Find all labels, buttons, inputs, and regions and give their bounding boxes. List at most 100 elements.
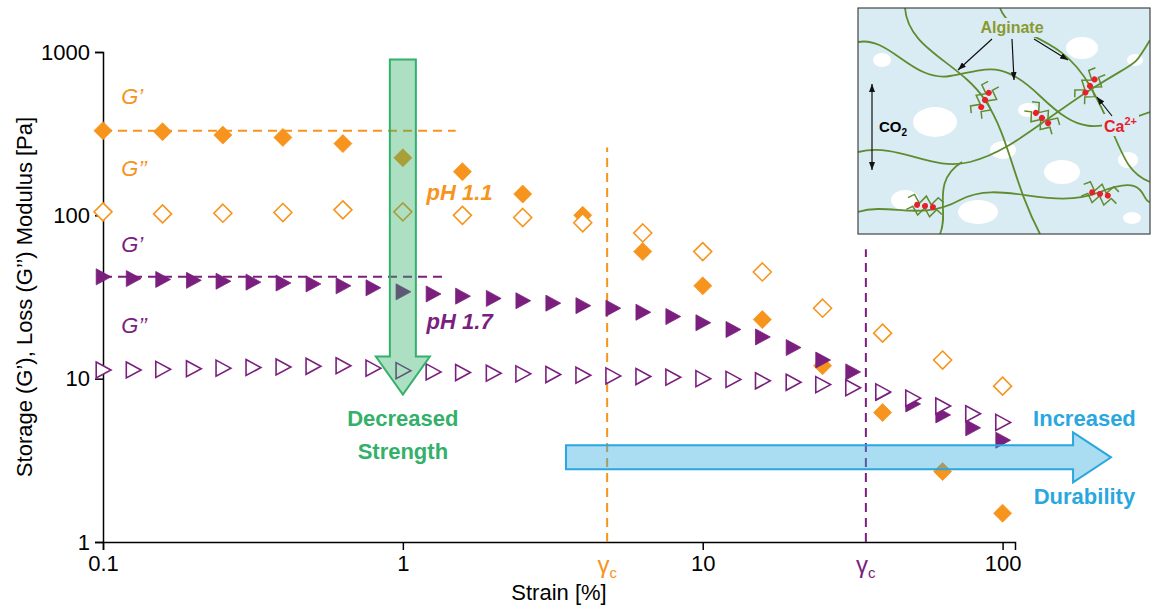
open-marker [456,365,471,381]
x-tick-label: 10 [691,551,715,576]
open-marker [934,351,952,369]
filled-marker [126,271,141,287]
open-marker [186,361,201,377]
open-marker [486,365,501,381]
calcium-label-base: Ca [1104,118,1125,135]
filled-marker [453,163,471,181]
calcium-ion [1032,109,1040,117]
chart: 0.11101001101001000Strain [%]Storage (G’… [0,0,1158,610]
calcium-leader [1097,97,1112,116]
label-patch [877,117,910,139]
open-marker [666,369,681,385]
x-tick-label: 1 [397,551,409,576]
filled-marker [306,276,321,292]
alginate-leader [1034,39,1068,60]
open-marker [156,361,171,377]
open-marker [336,358,351,374]
critical-strain-symbol: γ [597,551,609,578]
filled-marker [186,272,201,288]
critical-strain-subscript: c [868,564,876,581]
calcium-ion [1038,114,1046,122]
y-tick-label: 1000 [41,40,90,65]
bubble [1044,160,1080,184]
critical-strain-symbol: γ [856,551,868,578]
open-marker [726,371,741,387]
annotation-arrow-label: Strength [358,439,448,464]
calcium-ion [985,89,993,97]
filled-marker [246,274,261,290]
crosslink-zigzag [1081,72,1108,106]
calcium-ion [1089,189,1096,196]
annotation-arrow-label: Increased [1033,406,1136,431]
filled-marker [634,243,652,261]
bubble [873,53,891,67]
open-marker [634,224,652,242]
gas-label: CO2 [879,118,908,138]
alginate-leader [958,39,992,70]
calcium-ion [1044,119,1052,127]
crosslink-zigzag [1022,108,1055,137]
filled-marker [726,321,741,337]
x-tick: 1 [397,542,409,576]
y-tick-mark [95,52,103,54]
open-marker [366,360,381,376]
open-marker [786,374,801,390]
calcium-ion [1090,75,1098,83]
y-tick-label: 10 [66,366,90,391]
open-marker [274,204,292,222]
bubble [913,107,957,137]
annotation-arrow-text: IncreasedDurability [1033,406,1136,509]
inset-content [858,8,1150,234]
critical-strain-line [865,249,867,542]
x-tick-label: 0.1 [88,551,119,576]
filled-marker [274,128,292,146]
open-marker [126,362,141,378]
open-marker [516,366,531,382]
bubble [1118,152,1138,168]
annotation-arrow-label: Decreased [347,406,458,431]
annotation-arrow [376,59,430,394]
calcium-label: Ca2+ [1104,115,1137,135]
alginate-label: Alginate [980,19,1043,36]
y-axis: 1101001000 [41,40,103,555]
crosslink [906,194,944,219]
open-marker [816,377,831,393]
open-marker [453,206,471,224]
group-label: pH 1.7 [426,309,495,334]
filled-marker [753,311,771,329]
filled-marker [696,315,711,331]
x-axis: 0.1 1 10 100 [88,542,1021,576]
calcium-ion [914,201,921,208]
open-marker [216,360,231,376]
bubble [891,190,919,210]
open-marker [876,384,891,400]
open-marker [755,373,770,389]
alginate-chain [858,41,1150,126]
open-marker [753,263,771,281]
open-marker [636,369,651,385]
open-marker [936,398,951,414]
filled-marker [276,275,291,291]
filled-marker [216,273,231,289]
filled-marker [816,352,831,368]
open-marker [546,367,561,383]
filled-marker [606,300,621,316]
inset: Alginate Ca2+ CO2 [858,8,1150,234]
open-marker [214,204,232,222]
x-tick: 0.1 [88,542,119,576]
alginate-chain [940,162,962,234]
bubble [1123,212,1141,224]
critical-strain-label: γc [856,551,876,581]
open-marker [996,414,1011,430]
calcium-ion [1086,82,1094,90]
critical-strain-label: γc [597,551,617,581]
series-label: G’’ [121,313,148,338]
x-axis-line [104,543,1016,551]
filled-marker [154,123,172,141]
open-marker [694,243,712,261]
x-tick-label: 100 [985,551,1022,576]
open-marker [994,377,1012,395]
filled-marker [486,290,501,306]
filled-marker [874,404,892,422]
open-marker [96,362,111,378]
